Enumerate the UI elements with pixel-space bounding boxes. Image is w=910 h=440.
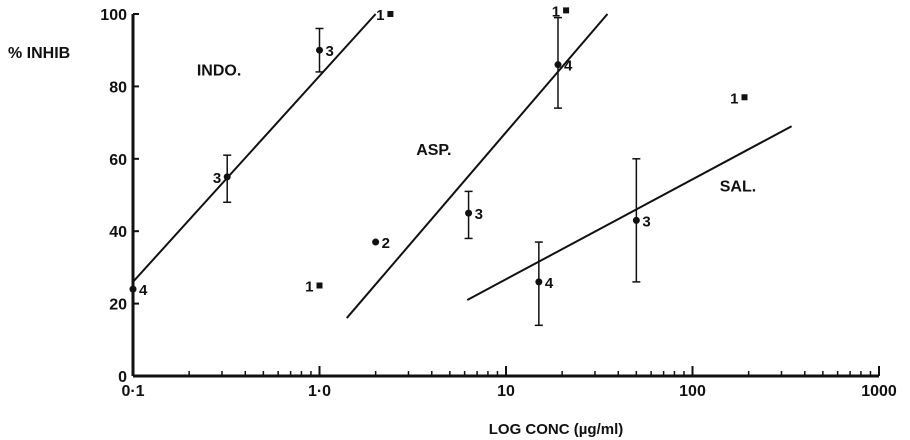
fit-line-sal (466, 125, 793, 301)
y-tick-label: 0 (118, 369, 127, 386)
data-point-asp (372, 238, 380, 246)
n-label-indo: 3 (213, 170, 221, 187)
x-tick-label: 100 (679, 383, 706, 400)
n-label-indo: 3 (326, 43, 334, 60)
data-point-indo (129, 285, 137, 293)
data-point-indo (223, 173, 231, 181)
y-axis-label: % INHIB (8, 45, 70, 62)
n-label-asp: 3 (475, 206, 483, 223)
fit-line-indo (132, 13, 377, 283)
series-label-indo: INDO. (197, 63, 241, 80)
data-point-sal (535, 278, 543, 286)
data-point-indo (316, 46, 323, 54)
n-label-sal: 1 (730, 90, 738, 107)
n-label-asp: 1 (305, 279, 313, 296)
y-tick-label: 40 (109, 224, 127, 241)
x-tick-label: 0·1 (121, 383, 144, 400)
n-label-sal: 3 (642, 213, 650, 230)
y-tick-label: 20 (109, 297, 127, 314)
data-point-sal (741, 94, 748, 101)
n-label-asp: 4 (564, 58, 573, 75)
y-tick-label: 60 (109, 152, 127, 169)
n-label-asp: 2 (382, 235, 390, 252)
series-label-sal: SAL. (720, 178, 756, 195)
n-label-asp: 1 (552, 3, 560, 20)
data-point-asp (563, 7, 570, 14)
fit-line-asp (345, 13, 609, 319)
n-label-indo: 4 (139, 282, 148, 299)
data-point-asp (554, 61, 562, 69)
data-point-sal (632, 216, 640, 224)
x-tick-label: 1000 (861, 383, 897, 400)
x-tick-label: 10 (497, 383, 515, 400)
data-point-asp (465, 209, 473, 217)
x-tick-label: 1·0 (308, 383, 331, 400)
y-tick-label: 80 (109, 79, 127, 96)
data-point-asp (316, 282, 323, 289)
y-tick-label: 100 (100, 7, 127, 24)
n-label-sal: 4 (545, 275, 554, 292)
x-axis-label: LOG CONC (µg/ml) (489, 421, 623, 438)
series-label-asp: ASP. (416, 142, 451, 159)
data-point-indo (387, 11, 394, 17)
n-label-indo: 1 (376, 7, 384, 24)
